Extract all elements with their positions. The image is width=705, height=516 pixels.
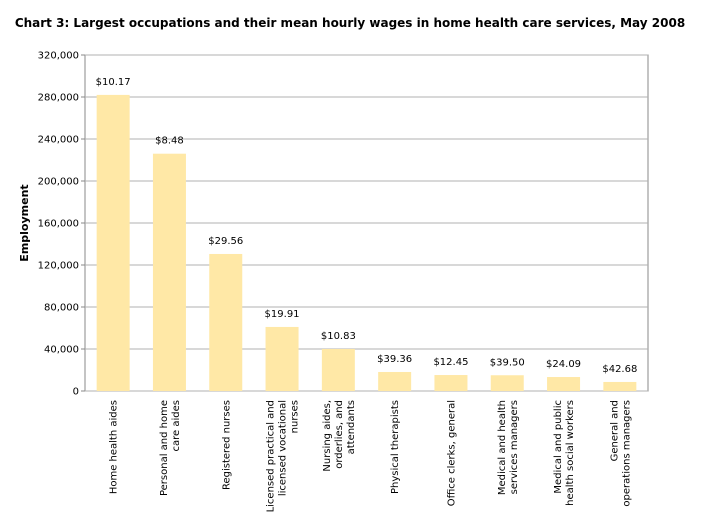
data-label: $10.17: [96, 77, 131, 88]
y-tick-label: 80,000: [44, 303, 79, 314]
y-tick-label: 160,000: [38, 219, 79, 230]
data-label: $24.09: [546, 359, 581, 370]
y-axis-title: Employment: [18, 184, 31, 261]
y-tick-label: 320,000: [38, 51, 79, 62]
x-tick-label: Home health aides: [109, 400, 120, 494]
x-tick-label: Registered nurses: [221, 400, 232, 490]
x-tick-label: Physical therapists: [390, 400, 401, 494]
x-tick-label: Nursing aides,orderlies, andattendants: [322, 400, 357, 472]
data-label: $8.48: [155, 136, 184, 147]
x-tick-label: Medical and healthservices managers: [497, 400, 520, 495]
y-tick-label: 240,000: [38, 135, 79, 146]
bar: [490, 375, 524, 391]
bar: [603, 381, 637, 391]
data-label: $19.91: [265, 309, 300, 320]
bar: [547, 377, 581, 391]
x-tick-label: General andoperations managers: [609, 400, 632, 507]
y-tick-label: 120,000: [38, 261, 79, 272]
bar: [209, 253, 243, 391]
x-tick-label: Personal and homecare aides: [159, 400, 182, 496]
bar: [378, 371, 412, 391]
y-tick-label: 40,000: [44, 345, 79, 356]
data-label: $42.68: [602, 364, 637, 375]
x-tick-label: Office clerks, general: [446, 400, 457, 506]
y-tick-label: 200,000: [38, 177, 79, 188]
data-label: $39.36: [377, 354, 412, 365]
bar: [96, 94, 130, 392]
y-tick-label: 280,000: [38, 93, 79, 104]
y-tick-label: 0: [73, 387, 79, 398]
bar: [321, 349, 355, 391]
bar: [434, 375, 468, 391]
bar: [152, 153, 186, 391]
data-label: $10.83: [321, 331, 356, 342]
x-tick-label: Medical and publichealth social workers: [553, 400, 576, 506]
chart-title: Chart 3: Largest occupations and their m…: [15, 16, 685, 30]
bar: [265, 326, 299, 391]
data-label: $12.45: [433, 357, 468, 368]
x-tick-label: Licensed practical andlicensed vocationa…: [266, 400, 301, 512]
data-label: $39.50: [490, 357, 525, 368]
data-label: $29.56: [208, 236, 243, 247]
